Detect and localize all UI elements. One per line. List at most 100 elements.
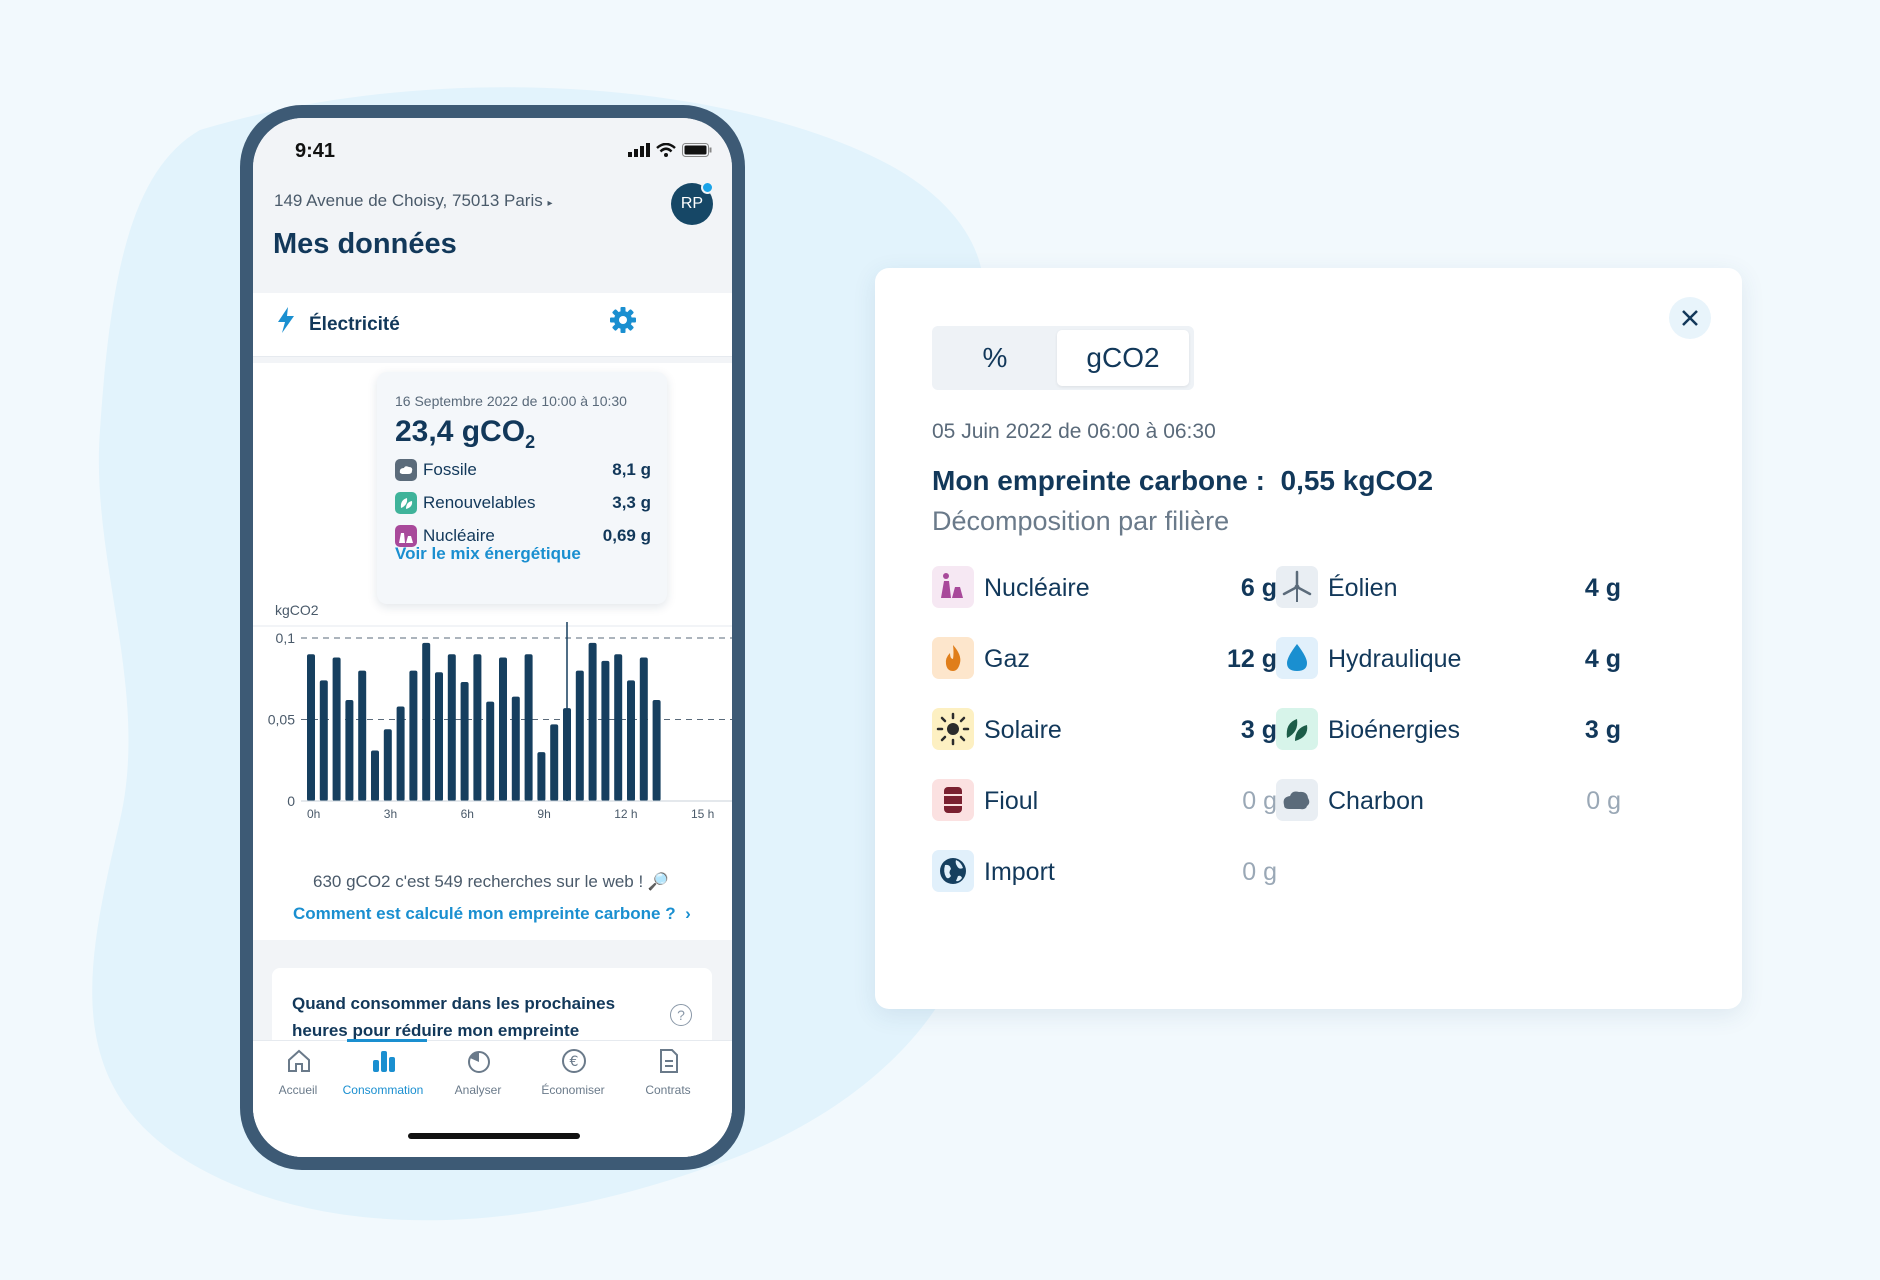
nav-consommation[interactable]: Consommation xyxy=(338,1040,428,1110)
source-row-solaire: Solaire 3 g xyxy=(932,708,1277,752)
source-label: Hydraulique xyxy=(1328,645,1462,673)
chart-bar xyxy=(575,670,584,801)
leaves-icon xyxy=(1276,708,1318,750)
barrel-icon xyxy=(932,779,974,821)
sun-icon xyxy=(932,708,974,750)
status-bar: 9:41 xyxy=(253,118,732,188)
chart-bar xyxy=(396,706,405,801)
chart-bar xyxy=(447,654,456,801)
chart-bar xyxy=(422,642,431,801)
source-row-fioul: Fioul 0 g xyxy=(932,779,1277,823)
water-drop-icon xyxy=(1276,637,1318,679)
panel-subtitle: Décomposition par filière xyxy=(932,506,1230,536)
source-row-nucleaire: Nucléaire 6 g xyxy=(932,566,1277,610)
tooltip-value: 23,4 gCO2 xyxy=(395,415,536,452)
source-value: 0 g xyxy=(1586,787,1621,815)
unit-toggle: % gCO2 xyxy=(932,326,1194,390)
tooltip-row-fossile: Fossile 8,1 g xyxy=(395,459,651,483)
x-tick-label: 15 h xyxy=(691,807,714,821)
globe-icon xyxy=(932,850,974,892)
chart-bar xyxy=(524,654,533,801)
mix-energetique-link[interactable]: Voir le mix énergétique xyxy=(395,544,581,563)
source-label: Charbon xyxy=(1328,787,1424,815)
chart-bar xyxy=(550,724,559,801)
svg-text:€: € xyxy=(570,1054,579,1070)
status-time: 9:41 xyxy=(295,140,336,162)
nav-accueil[interactable]: Accueil xyxy=(253,1040,343,1110)
phone-frame: 9:41 149 Avenue de Choisy, 75013 Paris ▸… xyxy=(240,105,745,1170)
fossil-icon xyxy=(395,459,417,481)
source-value: 0 g xyxy=(1242,858,1277,886)
source-label: Nucléaire xyxy=(984,574,1090,602)
energy-label: Électricité xyxy=(309,314,400,335)
chart-bar xyxy=(358,670,367,801)
lightning-icon xyxy=(278,307,294,333)
energy-selector-row[interactable] xyxy=(253,293,732,357)
chart-bar xyxy=(383,729,392,801)
document-icon xyxy=(660,1049,678,1073)
chevron-right-icon: › xyxy=(680,904,691,923)
x-tick-label: 6h xyxy=(461,807,474,821)
y-tick-label: 0 xyxy=(287,793,295,809)
chart-bar xyxy=(473,654,482,801)
nav-contrats[interactable]: Contrats xyxy=(623,1040,713,1110)
nav-analyser[interactable]: Analyser xyxy=(433,1040,523,1110)
bar-chart-icon xyxy=(373,1051,395,1072)
source-row-eolien: Éolien 4 g xyxy=(1276,566,1621,610)
tooltip-row-renouvelables: Renouvelables 3,3 g xyxy=(395,492,651,516)
tooltip-date: 16 Septembre 2022 de 10:00 à 10:30 xyxy=(395,393,627,409)
panel-date: 05 Juin 2022 de 06:00 à 06:30 xyxy=(932,420,1216,443)
phone-screen: 9:41 149 Avenue de Choisy, 75013 Paris ▸… xyxy=(253,118,732,1157)
gear-icon[interactable] xyxy=(609,306,637,334)
source-label: Bioénergies xyxy=(1328,716,1461,744)
chart-bar xyxy=(614,654,623,801)
flame-icon xyxy=(932,637,974,679)
close-button[interactable] xyxy=(1669,297,1711,339)
consumption-chart[interactable]: kgCO2 0,1 0,05 0 0h 3h 6h 9h 12 h 15 h xyxy=(253,588,732,848)
source-value: 3 g xyxy=(1240,716,1277,744)
source-label: Gaz xyxy=(984,645,1030,673)
source-row-hydraulique: Hydraulique 4 g xyxy=(1276,637,1621,681)
wifi-icon xyxy=(656,143,676,157)
nuclear-icon xyxy=(932,566,974,608)
help-icon[interactable]: ? xyxy=(670,1004,692,1026)
chart-bar xyxy=(499,657,507,801)
chart-bar xyxy=(435,672,443,801)
toggle-gco2[interactable]: gCO2 xyxy=(1057,330,1189,386)
source-label: Solaire xyxy=(984,716,1062,744)
source-value: 6 g xyxy=(1240,574,1277,602)
source-label: Fioul xyxy=(984,787,1039,815)
x-tick-label: 9h xyxy=(537,807,550,821)
chart-bar xyxy=(345,699,354,801)
close-icon xyxy=(1682,310,1698,326)
carbon-breakdown-panel: % gCO2 05 Juin 2022 de 06:00 à 06:30 Mon… xyxy=(875,268,1742,1009)
source-row-import: Import 0 g xyxy=(932,850,1277,894)
chart-tooltip: 16 Septembre 2022 de 10:00 à 10:30 23,4 … xyxy=(377,372,667,604)
source-row-charbon: Charbon 0 g xyxy=(1276,779,1621,823)
chart-bar xyxy=(409,670,418,801)
y-axis-label: kgCO2 xyxy=(275,602,319,618)
page-title: Mes données xyxy=(273,228,457,260)
nav-economiser[interactable]: € Économiser xyxy=(528,1040,618,1110)
chart-bar xyxy=(307,654,315,801)
source-label: Import xyxy=(984,858,1055,886)
coal-icon xyxy=(1276,779,1318,821)
chart-bar xyxy=(460,682,469,801)
equivalence-text: 630 gCO2 c'est 549 recherches sur le web… xyxy=(313,872,670,891)
chart-bar xyxy=(639,657,648,801)
signal-icon xyxy=(628,143,650,157)
pie-chart-icon xyxy=(468,1051,490,1073)
chart-bar xyxy=(627,680,635,801)
y-tick-label: 0,05 xyxy=(268,712,295,728)
chart-bar xyxy=(652,699,661,801)
source-row-gaz: Gaz 12 g xyxy=(932,637,1277,681)
source-value: 4 g xyxy=(1584,574,1621,602)
address-text: 149 Avenue de Choisy, 75013 Paris xyxy=(274,191,543,210)
address-selector[interactable]: 149 Avenue de Choisy, 75013 Paris ▸ xyxy=(274,191,553,211)
toggle-percent[interactable]: % xyxy=(982,342,1008,373)
y-tick-label: 0,1 xyxy=(276,630,296,646)
chevron-right-icon: ▸ xyxy=(547,198,553,209)
wind-icon xyxy=(1276,566,1318,608)
home-indicator xyxy=(408,1133,580,1139)
carbon-calculation-link[interactable]: Comment est calculé mon empreinte carbon… xyxy=(293,904,691,923)
